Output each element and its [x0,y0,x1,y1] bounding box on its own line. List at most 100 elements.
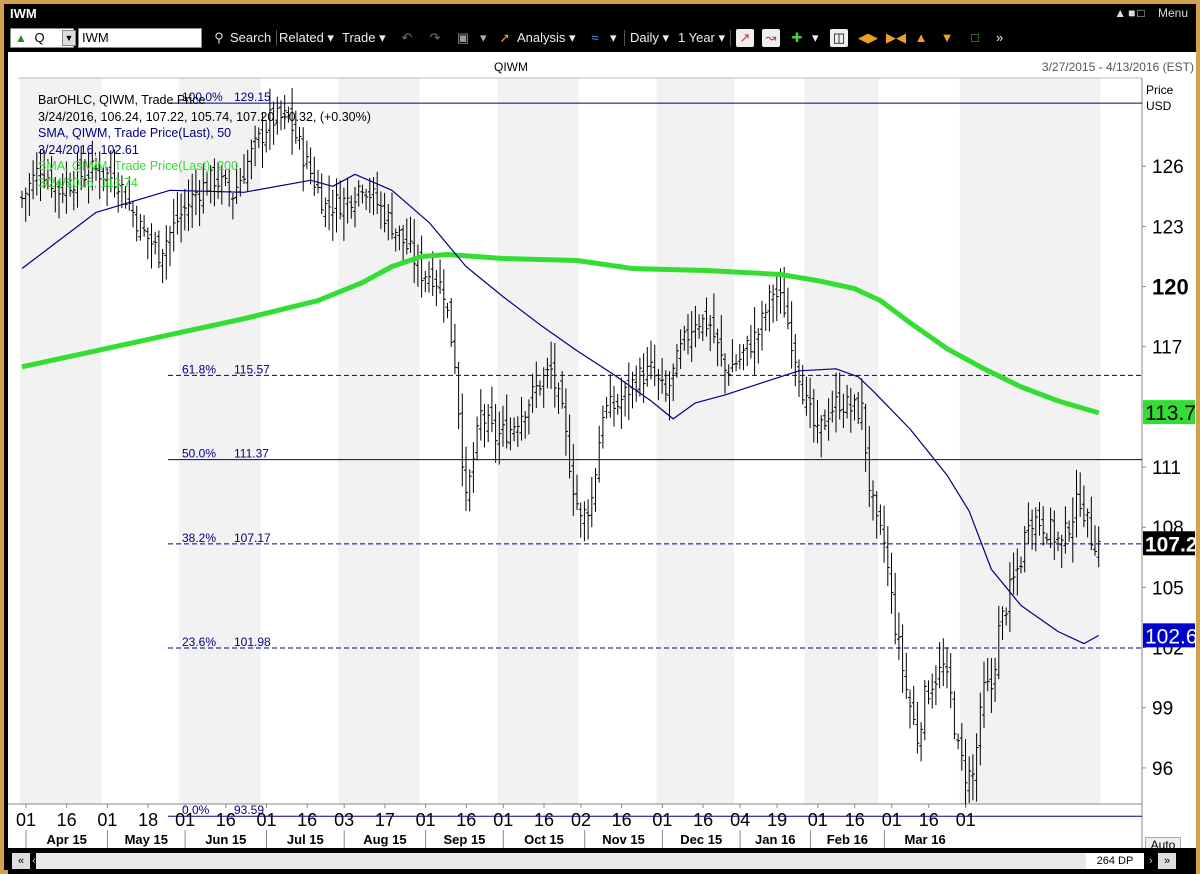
x-tick-label: 16 [456,810,476,830]
fib-percent-label: 61.8% [182,362,216,376]
line-chart-icon[interactable]: ↗ [736,29,754,47]
up-arrow-icon: ▲ [15,31,27,45]
trade-menu[interactable]: Trade ▾ [342,30,386,45]
y-tick-label: 120 [1152,275,1189,300]
scroll-right-button[interactable]: › [1146,853,1156,869]
y-tick-label: 117 [1152,338,1182,359]
last-value-badge [1143,623,1195,648]
zoom-vertical-icon[interactable]: ▼ [940,30,954,45]
studies-dropdown[interactable]: ▾ [610,30,617,45]
fib-value-label: 111.37 [234,447,269,461]
undo-icon[interactable]: ↶ [401,30,413,45]
separator [624,30,625,46]
last-value-label: 107.2 [1145,533,1196,556]
analysis-menu[interactable]: Analysis ▾ [517,30,576,45]
scroll-end-button[interactable]: » [1158,853,1176,869]
data-window-icon[interactable]: ◫ [830,29,848,47]
x-tick-label: 04 [730,810,750,830]
compare-chart-icon[interactable]: ↝ [762,29,780,47]
chart-legend: BarOHLC, QIWM, Trade Price 3/24/2016, 10… [38,92,371,191]
time-scrollbar[interactable]: « ‹ 264 DP › » [8,848,1196,874]
more-tools-icon[interactable]: » [996,30,1004,45]
last-value-badge [1143,531,1195,556]
redo-icon[interactable]: ↷ [429,30,441,45]
related-label: Related [279,30,324,45]
title-bar: IWM ▲■□ Menu [4,4,1196,24]
analysis-icon[interactable]: ➚ [499,30,511,45]
x-tick-label: 16 [57,810,77,830]
scroll-left-right-icon[interactable]: ◀▶ [858,30,878,45]
scroll-left-button[interactable]: ‹ [30,853,38,869]
menu-button[interactable]: Menu [1157,6,1188,20]
select-region-icon[interactable]: □ [971,30,979,45]
month-label: Dec 15 [680,832,722,847]
x-tick-label: 01 [882,810,902,830]
symbol-input[interactable]: IWM [78,28,202,48]
y-tick-label: 123 [1152,217,1184,238]
x-tick-label: 16 [216,810,236,830]
x-tick-label: 03 [334,810,354,830]
camera-dropdown[interactable]: ▾ [480,30,487,45]
month-band [804,78,879,804]
studies-icon[interactable]: ≈ [591,30,599,45]
window-control-icons[interactable]: ▲■□ [1114,6,1147,20]
month-label: Jul 15 [287,832,324,847]
month-band [497,78,579,804]
price-axis-label: Price USD [1146,82,1173,114]
fib-value-label: 101.98 [234,635,271,649]
toolbar: ▲ Q ▼ IWM ⚲ Search Related ▾ Trade ▾ ↶ ↷… [4,24,1196,52]
x-tick-label: 16 [919,810,939,830]
window-title: IWM [10,6,37,21]
price-chart[interactable]: 100.0% 129.15 61.8% 115.57 50.0% 111.37 38.2% 1… [8,52,1196,848]
fib-percent-label: 0.0% [182,803,210,817]
search-button[interactable]: Search [230,30,272,45]
window-controls[interactable]: ▲■□ Menu [1114,6,1188,20]
scroll-up-down-icon[interactable]: ▲ [914,30,928,45]
separator [276,30,277,46]
x-tick-label: 16 [297,810,317,830]
period-menu[interactable]: Daily ▾ [630,30,670,45]
related-menu[interactable]: Related ▾ [279,30,334,45]
last-value-badge [1143,400,1195,425]
fib-percent-label: 23.6% [182,635,216,649]
scroll-track[interactable] [36,853,1086,869]
x-tick-label: 17 [375,810,395,830]
month-label: Jan 16 [755,832,795,847]
x-tick-label: 16 [612,810,632,830]
fib-percent-label: 100.0% [182,90,223,104]
month-label: Sep 15 [443,832,485,847]
chart-panel[interactable]: 100.0% 129.15 61.8% 115.57 50.0% 111.37 38.2% 1… [8,52,1196,871]
ticker-type-dropdown[interactable]: ▼ [62,30,76,46]
month-label: Jun 15 [205,832,246,847]
camera-icon[interactable]: ▣ [456,30,470,45]
crosshair-dropdown[interactable]: ▾ [812,30,819,45]
separator [730,30,731,46]
x-tick-label: 01 [956,810,976,830]
fib-value-label: 129.15 [234,90,271,104]
month-label: Oct 15 [524,832,564,847]
x-tick-label: 16 [534,810,554,830]
fib-value-label: 115.57 [234,362,270,376]
zoom-horizontal-icon[interactable]: ▶◀ [886,30,906,45]
x-tick-label: 01 [652,810,672,830]
sma200-line [21,252,1100,416]
ticker-type-label: Q [34,30,45,45]
sma50-line [21,173,1099,645]
period-label: Daily [630,30,659,45]
legend-sma50-study: SMA, QIWM, Trade Price(Last), 50 [38,126,232,140]
range-menu[interactable]: 1 Year ▾ [678,30,726,45]
crosshair-icon[interactable]: ✚ [791,30,803,45]
y-tick-label: 126 [1152,157,1184,178]
legend-sma200-study: SMA, QIWM, Trade Price(Last), 200 [38,159,239,173]
scroll-start-button[interactable]: « [12,853,30,869]
legend-sma200-value: 3/24/2016, 113.74 [38,175,138,190]
x-tick-label: 19 [767,810,787,830]
search-icon[interactable]: ⚲ [214,30,224,45]
fib-value-label: 93.59 [234,803,264,817]
chart-date-range: 3/27/2015 - 4/13/2016 (EST) [1041,60,1194,74]
data-points-label: 264 DP [1086,853,1144,869]
x-tick-label: 18 [138,810,158,830]
chart-symbol-header: QIWM [494,60,528,74]
fib-percent-label: 50.0% [182,447,216,461]
